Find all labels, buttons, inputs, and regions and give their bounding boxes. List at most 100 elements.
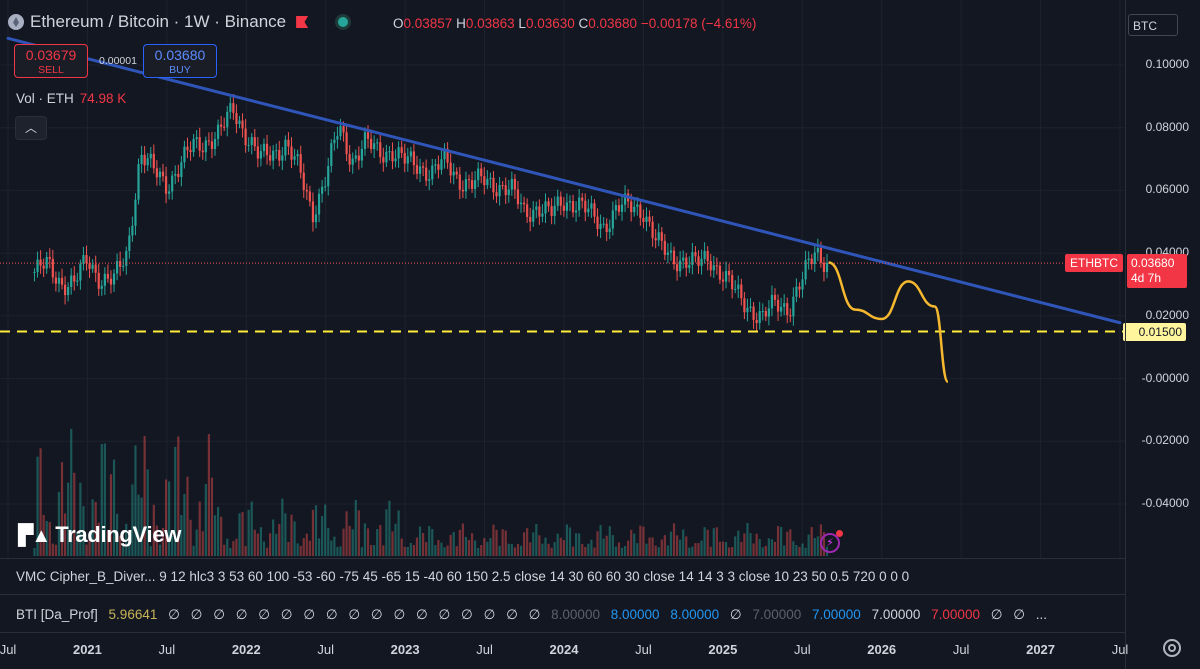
candle-body	[146, 158, 149, 166]
time-tick-label: 2025	[708, 642, 738, 657]
volume-bar	[226, 538, 229, 556]
candle-body	[547, 201, 550, 207]
volume-bar	[470, 533, 474, 556]
sell-price: 0.03679	[25, 47, 77, 63]
candle-body	[731, 275, 734, 290]
candle-body	[755, 319, 758, 324]
candle-body	[382, 157, 385, 163]
volume-bar	[452, 532, 455, 556]
volume-bar	[296, 543, 299, 556]
candle-body	[406, 156, 409, 164]
candle-body	[308, 191, 311, 202]
volume-bar	[510, 544, 513, 556]
volume-bar	[431, 529, 434, 556]
candle-body	[431, 165, 434, 180]
buy-price: 0.03680	[154, 47, 206, 63]
candle-body	[198, 137, 201, 151]
volume-bar	[256, 533, 259, 556]
candle-body	[82, 255, 85, 264]
candle-body	[88, 263, 91, 269]
interval-exchange[interactable]: · 1W · Binance	[173, 12, 287, 31]
volume-bar	[559, 537, 562, 556]
bti-value: ∅	[393, 607, 406, 622]
volume-bar	[789, 529, 792, 556]
close-value: 0.03680	[588, 16, 638, 31]
candle-body	[642, 217, 645, 222]
volume-bar	[70, 428, 73, 556]
watermark-text: TradingView	[55, 522, 182, 547]
candle-body	[574, 210, 578, 213]
candle-body	[645, 216, 648, 222]
volume-bar	[415, 537, 419, 556]
volume-bar	[623, 546, 627, 556]
candle-body	[581, 197, 584, 201]
volume-bar	[700, 540, 703, 556]
candle-body	[605, 223, 608, 233]
volume-bar	[189, 519, 192, 556]
candle-body	[822, 262, 826, 273]
bti-value: ∅	[348, 607, 361, 622]
candle-body	[461, 189, 464, 192]
volume-bar	[158, 544, 162, 556]
candle-body	[556, 196, 559, 206]
candle-body	[128, 235, 131, 251]
candle-body	[657, 232, 660, 241]
lightning-icon[interactable]: ⚡	[820, 530, 843, 553]
candle-body	[79, 263, 82, 281]
bar-countdown: 4d 7h	[1131, 271, 1162, 285]
currency-button[interactable]: BTC	[1128, 14, 1178, 36]
candle-body	[201, 150, 204, 153]
candle-body	[801, 279, 804, 290]
symbol-name[interactable]: Ethereum	[30, 12, 104, 31]
bti-indicator-legend[interactable]: BTI [Da_Prof] 5.96641 ∅ ∅ ∅ ∅ ∅ ∅ ∅ ∅ ∅ …	[16, 607, 1054, 623]
high-label: H	[456, 16, 466, 31]
candle-body	[767, 308, 770, 317]
candle-body	[675, 264, 679, 272]
pane-separator[interactable]	[0, 594, 1125, 595]
collapse-legend-button[interactable]: ︿	[15, 116, 47, 140]
volume-bar	[654, 545, 657, 556]
price-axis-border	[1125, 0, 1126, 669]
volume-bar	[786, 531, 789, 556]
candle-body	[112, 273, 116, 285]
candle-body	[39, 259, 42, 266]
flag-icon[interactable]	[296, 16, 309, 28]
volume-bar	[155, 525, 158, 556]
volume-bar	[669, 531, 673, 556]
volume-bar	[94, 501, 97, 556]
candle-body	[45, 256, 48, 269]
volume-bar	[109, 474, 113, 556]
volume-bar	[238, 513, 241, 556]
volume-bar	[773, 541, 777, 556]
candle-body	[287, 139, 290, 147]
pane-separator[interactable]	[0, 632, 1125, 633]
pane-separator[interactable]	[0, 558, 1125, 559]
volume-bar	[648, 537, 651, 556]
candle-body	[688, 264, 691, 268]
volume-bar	[764, 545, 767, 556]
candle-body	[568, 201, 572, 203]
candle-body	[134, 199, 137, 226]
volume-bar	[265, 547, 269, 556]
candle-body	[376, 142, 379, 144]
candle-body	[590, 203, 593, 209]
volume-bar	[783, 545, 786, 556]
buy-button[interactable]: 0.03680 BUY	[142, 44, 217, 78]
candle-body	[519, 202, 523, 205]
volume-bar	[366, 528, 370, 556]
quote-name[interactable]: Bitcoin	[117, 12, 169, 31]
candle-body	[816, 247, 819, 253]
candle-body	[654, 238, 657, 241]
volume-bar	[79, 482, 82, 556]
market-status-icon[interactable]	[338, 17, 349, 27]
candle-body	[85, 255, 88, 264]
volume-bar	[391, 531, 394, 556]
candle-body	[724, 270, 728, 282]
vmc-indicator-legend[interactable]: VMC Cipher_B_Diver... 9 12 hlc3 3 53 60 …	[16, 569, 910, 584]
settings-icon[interactable]	[1163, 639, 1181, 657]
bti-value: ∅	[213, 607, 225, 622]
sell-button[interactable]: 0.03679 SELL	[14, 44, 88, 78]
chart-grid	[0, 0, 1125, 558]
candle-body	[703, 250, 706, 259]
